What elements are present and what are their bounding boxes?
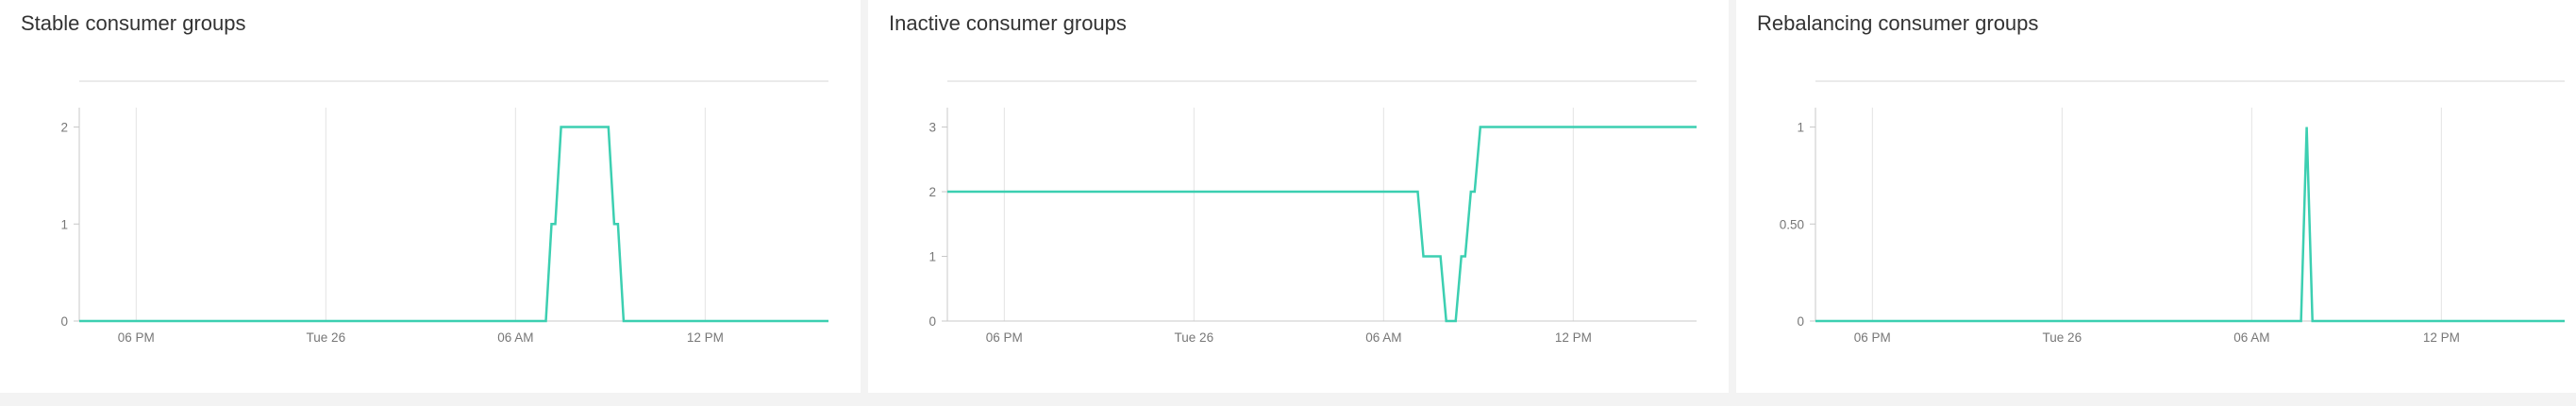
line-chart-inactive[interactable]: 06 PM Tue 26 06 AM 12 PM 0 1 2 3 (868, 0, 1729, 393)
x-tick-label: 06 PM (986, 330, 1023, 345)
y-tick-label: 1 (928, 250, 936, 264)
x-tick-label: 06 AM (2233, 330, 2269, 345)
x-tick-label: 12 PM (1555, 330, 1592, 345)
y-tick-label: 2 (60, 121, 68, 135)
panel-title: Rebalancing consumer groups (1757, 11, 2039, 35)
y-tick-label: 1 (60, 217, 68, 231)
y-tick-label: 0.50 (1780, 217, 1804, 231)
x-tick-label: 06 AM (497, 330, 533, 345)
panel-stable-consumer-groups: Stable consumer groups 06 PM Tue 26 06 AM 1… (0, 0, 861, 393)
x-tick-label: 06 AM (1365, 330, 1401, 345)
y-tick-label: 3 (928, 121, 936, 135)
panel-title: Stable consumer groups (21, 11, 246, 35)
y-tick-label: 0 (928, 314, 936, 329)
series-line (947, 126, 1697, 323)
series-line (1815, 127, 2565, 323)
y-tick-label: 1 (1797, 121, 1804, 135)
x-tick-label: 06 PM (118, 330, 155, 345)
x-tick-label: Tue 26 (2043, 330, 2083, 345)
panel-title: Inactive consumer groups (889, 11, 1127, 35)
x-tick-label: 12 PM (687, 330, 724, 345)
y-tick-label: 2 (928, 185, 936, 199)
line-chart-stable[interactable]: 06 PM Tue 26 06 AM 12 PM 0 1 2 (0, 0, 861, 393)
x-tick-label: 06 PM (1854, 330, 1891, 345)
panel-inactive-consumer-groups: Inactive consumer groups 06 PM Tue 26 06 A… (868, 0, 1729, 393)
x-tick-label: 12 PM (2423, 330, 2460, 345)
series-line (79, 126, 828, 323)
y-tick-label: 0 (60, 314, 68, 329)
line-chart-rebalancing[interactable]: 06 PM Tue 26 06 AM 12 PM 0 0.50 1 (1736, 0, 2576, 393)
y-tick-label: 0 (1797, 314, 1804, 329)
x-tick-label: Tue 26 (1175, 330, 1214, 345)
x-tick-label: Tue 26 (307, 330, 346, 345)
panel-rebalancing-consumer-groups: Rebalancing consumer groups 06 PM Tue 26 0… (1736, 0, 2576, 393)
